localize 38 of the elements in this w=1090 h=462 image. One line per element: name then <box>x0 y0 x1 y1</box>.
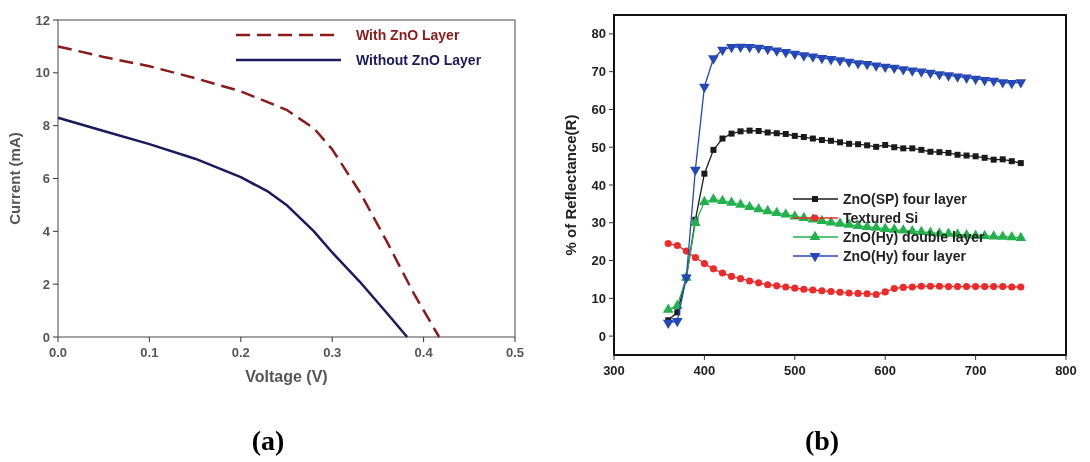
y-axis-title: Current (mA) <box>6 132 23 225</box>
y-tick-label: 10 <box>35 65 50 81</box>
y-tick-label: 8 <box>42 118 50 134</box>
x-tick-label: 0.3 <box>323 345 342 360</box>
y-tick-label: 70 <box>591 64 606 80</box>
legend-label: Textured Si <box>843 210 919 226</box>
y-tick-label: 0 <box>42 329 50 345</box>
y-tick-label: 4 <box>42 223 51 239</box>
y-tick-label: 6 <box>42 171 50 186</box>
y-tick-label: 80 <box>591 26 606 42</box>
x-tick-label: 400 <box>693 363 716 378</box>
text: (b) <box>804 425 840 456</box>
legend-label: ZnO(Hy) four layer <box>843 248 967 264</box>
text: Without ZnO Layer <box>356 52 482 68</box>
x-tick-label: 600 <box>874 363 897 378</box>
x-tick-label: 0.1 <box>140 345 159 360</box>
y-tick-label: 40 <box>591 177 606 193</box>
y-tick-label: 10 <box>591 290 606 306</box>
x-tick-label: 300 <box>603 363 625 378</box>
x-tick-label: 0.0 <box>48 345 68 360</box>
x-tick-label: 500 <box>783 363 806 378</box>
y-tick-label: 20 <box>591 253 606 269</box>
x-tick-label: 0.5 <box>505 345 525 360</box>
y-tick-label: 2 <box>42 276 50 292</box>
y-axis-title: % of Reflectance(R) <box>562 114 579 256</box>
x-tick-label: 0.4 <box>414 345 434 360</box>
x-tick-label: 800 <box>1055 363 1077 378</box>
legend-label: ZnO(SP) four layer <box>843 191 968 207</box>
y-tick-label: 50 <box>591 139 606 155</box>
x-tick-label: 700 <box>964 363 987 378</box>
text: With ZnO Layer <box>356 27 460 43</box>
x-tick-label: 0.2 <box>231 345 250 360</box>
text: (a) <box>251 425 285 456</box>
x-axis-title: Voltage (V) <box>245 368 328 385</box>
y-tick-label: 30 <box>591 215 606 231</box>
y-tick-label: 60 <box>591 101 606 117</box>
y-tick-label: 12 <box>35 12 50 28</box>
y-tick-label: 0 <box>598 328 606 344</box>
